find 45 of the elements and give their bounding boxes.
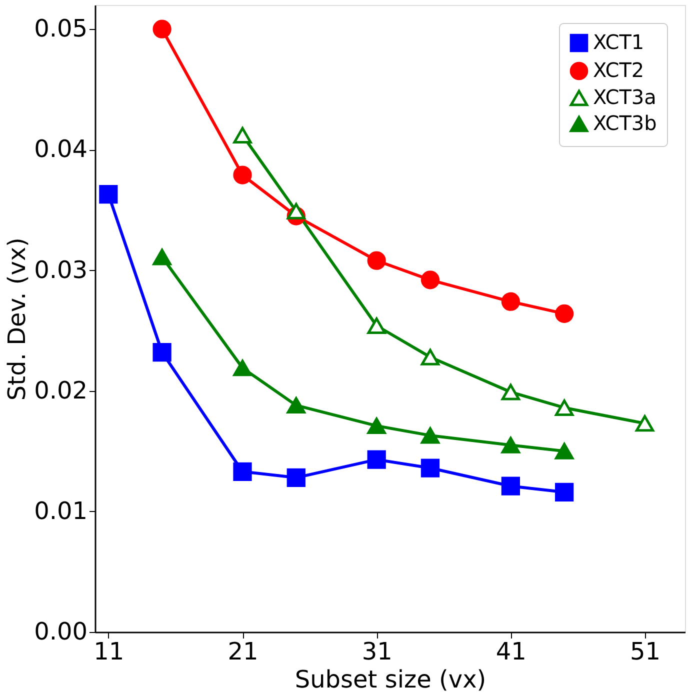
y-tick-label: 0.01 (34, 496, 88, 525)
point (233, 360, 252, 376)
point (420, 458, 440, 478)
x-tick-label: 11 (94, 638, 124, 666)
y-tick-label: 0.04 (34, 135, 88, 164)
y-tick-label: 0.02 (34, 376, 88, 404)
legend-label: XCT3b (593, 111, 657, 135)
legend-label: XCT2 (593, 58, 644, 82)
x-tick-label: 51 (630, 638, 661, 666)
point (367, 318, 386, 334)
y-tick-label: 0.00 (34, 618, 88, 646)
point (233, 462, 252, 481)
point (555, 304, 574, 323)
point (286, 397, 306, 414)
point (555, 482, 574, 502)
point (286, 202, 306, 220)
point (420, 427, 440, 444)
point (152, 342, 172, 362)
point (152, 20, 172, 38)
point (501, 476, 520, 496)
x-axis-title: Subset size (vx) (294, 666, 486, 694)
legend-label: XCT3a (593, 85, 656, 109)
point (99, 184, 118, 204)
point (501, 292, 520, 311)
legend-label: XCT1 (593, 30, 644, 54)
point (233, 126, 252, 144)
point (286, 468, 306, 487)
y-axis-title: Std. Dev. (vx) (3, 237, 32, 401)
point (367, 251, 386, 270)
point (367, 418, 386, 434)
point (501, 384, 520, 400)
point (420, 348, 440, 366)
x-tick-label: 21 (228, 638, 258, 666)
y-tick-label: 0.05 (34, 14, 88, 43)
point (367, 450, 386, 469)
x-tick-label: 41 (496, 638, 526, 666)
point (233, 166, 252, 184)
x-tick-label: 31 (362, 638, 392, 666)
y-tick-label: 0.03 (34, 256, 88, 284)
point (635, 415, 654, 432)
point (420, 270, 440, 290)
point (152, 248, 172, 266)
point (501, 436, 520, 454)
point (555, 399, 574, 416)
point (555, 442, 574, 460)
